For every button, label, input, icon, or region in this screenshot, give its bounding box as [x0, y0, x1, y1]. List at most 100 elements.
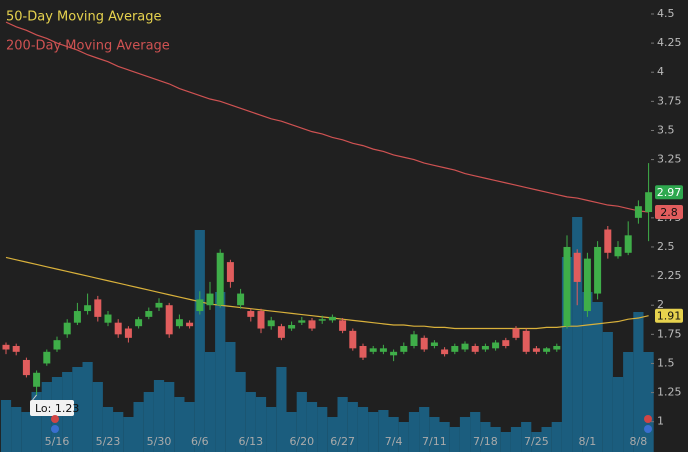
- legend-entry: 50-Day Moving Average: [6, 10, 162, 25]
- volume-bar: [398, 422, 409, 452]
- volume-bar: [582, 292, 593, 452]
- candle-body: [124, 328, 132, 338]
- candle-body: [461, 343, 469, 350]
- x-tick-label: 8/1: [579, 435, 597, 448]
- x-tick-label: 5/16: [45, 435, 70, 448]
- candle-body: [390, 351, 398, 356]
- y-tick-label: 1.5: [657, 356, 675, 369]
- candle-body: [328, 316, 336, 321]
- candle-body: [2, 344, 10, 350]
- volume-bar: [286, 412, 297, 452]
- candle-body: [216, 252, 224, 306]
- candle-body: [114, 322, 122, 335]
- price-tag-label: 2.8: [660, 206, 678, 219]
- candle-body: [502, 340, 510, 346]
- candle-body: [512, 328, 520, 338]
- x-tick-label: 6/20: [289, 435, 314, 448]
- candle-body: [84, 305, 92, 312]
- x-tick-label: 8/8: [630, 435, 648, 448]
- candle-body: [532, 348, 540, 352]
- volume-bar: [82, 362, 93, 452]
- x-tick-label: 5/23: [96, 435, 121, 448]
- y-tick-label: 1.25: [657, 386, 682, 399]
- candle-layer: [2, 163, 653, 395]
- volume-bar: [306, 402, 318, 452]
- candle-body: [196, 299, 204, 312]
- candle-body: [359, 345, 367, 358]
- y-tick-label: 4.5: [657, 7, 675, 20]
- y-tick-label: 1: [657, 415, 664, 428]
- candle-body: [543, 348, 551, 352]
- legend-entry: 200-Day Moving Average: [6, 39, 170, 54]
- candle-body: [277, 326, 285, 338]
- price-tag: [655, 185, 683, 200]
- volume-bar: [643, 352, 654, 452]
- candle-body: [12, 345, 20, 352]
- volume-bar: [623, 352, 634, 452]
- candle-body: [379, 348, 387, 352]
- x-tick-label: 7/4: [385, 435, 403, 448]
- y-tick-label: 2: [657, 298, 664, 311]
- price-tag: [655, 308, 683, 323]
- candle-body: [430, 342, 438, 346]
- volume-bar: [429, 417, 440, 452]
- x-tick-label: 7/18: [473, 435, 498, 448]
- candle-body: [604, 229, 612, 253]
- volume-bar: [459, 417, 471, 452]
- candle-body: [471, 345, 479, 352]
- candle-body: [175, 319, 183, 327]
- moving-average-line: [5, 256, 649, 330]
- candle-body: [247, 311, 255, 317]
- candle-body: [165, 305, 173, 335]
- volume-bar: [72, 367, 83, 452]
- annotation-prefix: Lo:: [35, 402, 51, 415]
- candle-body: [553, 345, 561, 350]
- x-tick-label: 7/25: [524, 435, 549, 448]
- candle-body: [145, 311, 153, 317]
- volume-bar: [276, 367, 287, 452]
- y-tick-label: 2.5: [657, 240, 675, 253]
- volume-bar: [225, 342, 236, 452]
- y-tick-label: 2.25: [657, 269, 682, 282]
- axis-layer: 5/16 5/23 5/30 6/6 6/13 6/20 6/27 7/4 7/11 7/18 7/…: [30, 7, 683, 448]
- volume-bar: [572, 217, 583, 452]
- volume-bar: [439, 422, 450, 452]
- candle-body: [634, 206, 642, 218]
- volume-bar: [347, 402, 358, 452]
- volume-bar: [204, 352, 216, 452]
- volume-bar: [470, 412, 481, 452]
- candle-body: [522, 330, 530, 352]
- y-tick-label: 3.75: [657, 94, 682, 107]
- volume-bar: [11, 407, 22, 452]
- volume-bar: [255, 397, 267, 452]
- candle-body: [155, 302, 163, 308]
- volume-bar: [408, 412, 420, 452]
- candle-body: [573, 252, 581, 282]
- volume-bar: [194, 230, 205, 452]
- volume-bar: [31, 392, 42, 452]
- candle-body: [73, 311, 81, 323]
- volume-bar: [561, 257, 573, 452]
- volume-bar: [378, 410, 389, 452]
- volume-bar: [92, 382, 103, 452]
- event-icon: [51, 425, 59, 433]
- annotation-label: Lo: 1.23: [35, 402, 79, 415]
- volume-bar: [551, 422, 562, 452]
- volume-bar: [368, 412, 379, 452]
- event-icon: [51, 415, 59, 423]
- candle-body: [226, 262, 234, 282]
- annotation-box: [30, 400, 74, 416]
- volume-bar: [317, 407, 328, 452]
- volume-bar: [602, 332, 613, 452]
- candle-body: [410, 334, 418, 346]
- volume-bar: [490, 427, 501, 452]
- y-tick-label: 3.25: [657, 153, 682, 166]
- volume-bar: [541, 427, 552, 452]
- volume-bar: [164, 382, 175, 452]
- volume-bar: [531, 432, 542, 452]
- annotation-leader: [32, 394, 37, 401]
- y-tick-label: 4.25: [657, 36, 682, 49]
- candle-body: [594, 246, 602, 294]
- volume-bar: [41, 382, 52, 452]
